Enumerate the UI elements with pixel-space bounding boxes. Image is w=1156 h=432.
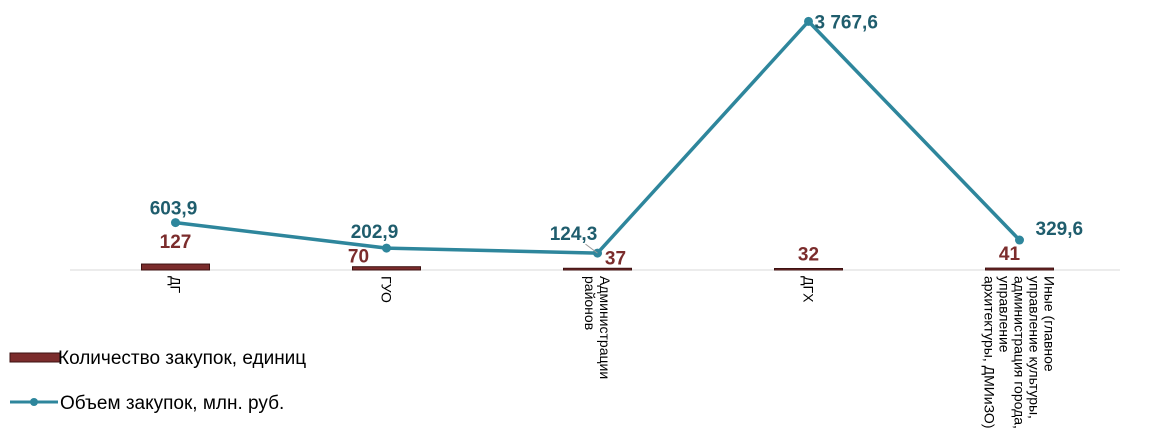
legend-bar-label: Количество закупок, единиц <box>58 348 306 369</box>
line-label-3: 3 767,6 <box>815 12 878 33</box>
line-label-0: 603,9 <box>150 199 198 220</box>
category-label-0: ДГ <box>168 276 184 293</box>
bar-4 <box>985 267 1054 271</box>
bar-label-3: 32 <box>798 244 819 265</box>
category-label-3: ДГХ <box>801 276 817 303</box>
legend-bar-swatch <box>9 352 61 363</box>
legend-line-label: Объем закупок, млн. руб. <box>60 393 284 414</box>
bar-series <box>141 263 1054 271</box>
line-series <box>171 16 1024 258</box>
line-point-0 <box>171 218 180 228</box>
line-label-2: 124,3 <box>550 224 598 245</box>
bar-3 <box>774 267 843 271</box>
line-path <box>175 19 1021 255</box>
bar-label-2: 37 <box>605 248 626 269</box>
legend-item-line[interactable]: Объем закупок, млн. руб. <box>10 393 284 414</box>
legend-item-bar[interactable]: Количество закупок, единиц <box>9 348 306 369</box>
category-label-4-line-2: администрация города, <box>1012 276 1028 429</box>
category-label-2-line-0: Администрации <box>597 276 613 379</box>
bar-label-1: 70 <box>348 247 369 268</box>
line-point-3 <box>804 16 813 26</box>
line-label-1: 202,9 <box>351 222 399 243</box>
category-label-0-line-0: ДГ <box>168 276 184 293</box>
line-point-1 <box>382 243 391 253</box>
category-label-4-line-3: управление <box>997 276 1013 353</box>
legend: Количество закупок, единиц Объем закупок… <box>9 348 306 414</box>
data-labels: 127 70 37 32 41 603,9 202,9 124,3 3 767,6 329,6 <box>150 12 1083 269</box>
bar-2 <box>563 267 632 271</box>
line-point-4 <box>1015 235 1024 245</box>
category-label-4-line-1: управление культуры, <box>1027 276 1043 419</box>
category-label-1: ГУО <box>379 276 395 303</box>
line-label-4: 329,6 <box>1036 219 1084 240</box>
category-label-3-line-0: ДГХ <box>801 276 817 303</box>
bar-1 <box>352 266 421 271</box>
leader-line <box>585 243 598 254</box>
legend-line-marker <box>30 398 38 406</box>
bar-label-0: 127 <box>160 232 192 253</box>
category-label-2-line-1: районов <box>582 276 598 330</box>
bar-0 <box>141 263 210 271</box>
category-label-4-line-0: Иные (главное <box>1042 276 1058 372</box>
category-label-4-line-4: архитектуры, ДМИиЗО) <box>982 276 998 428</box>
bar-label-4: 41 <box>999 244 1021 265</box>
category-label-1-line-0: ГУО <box>379 276 395 303</box>
